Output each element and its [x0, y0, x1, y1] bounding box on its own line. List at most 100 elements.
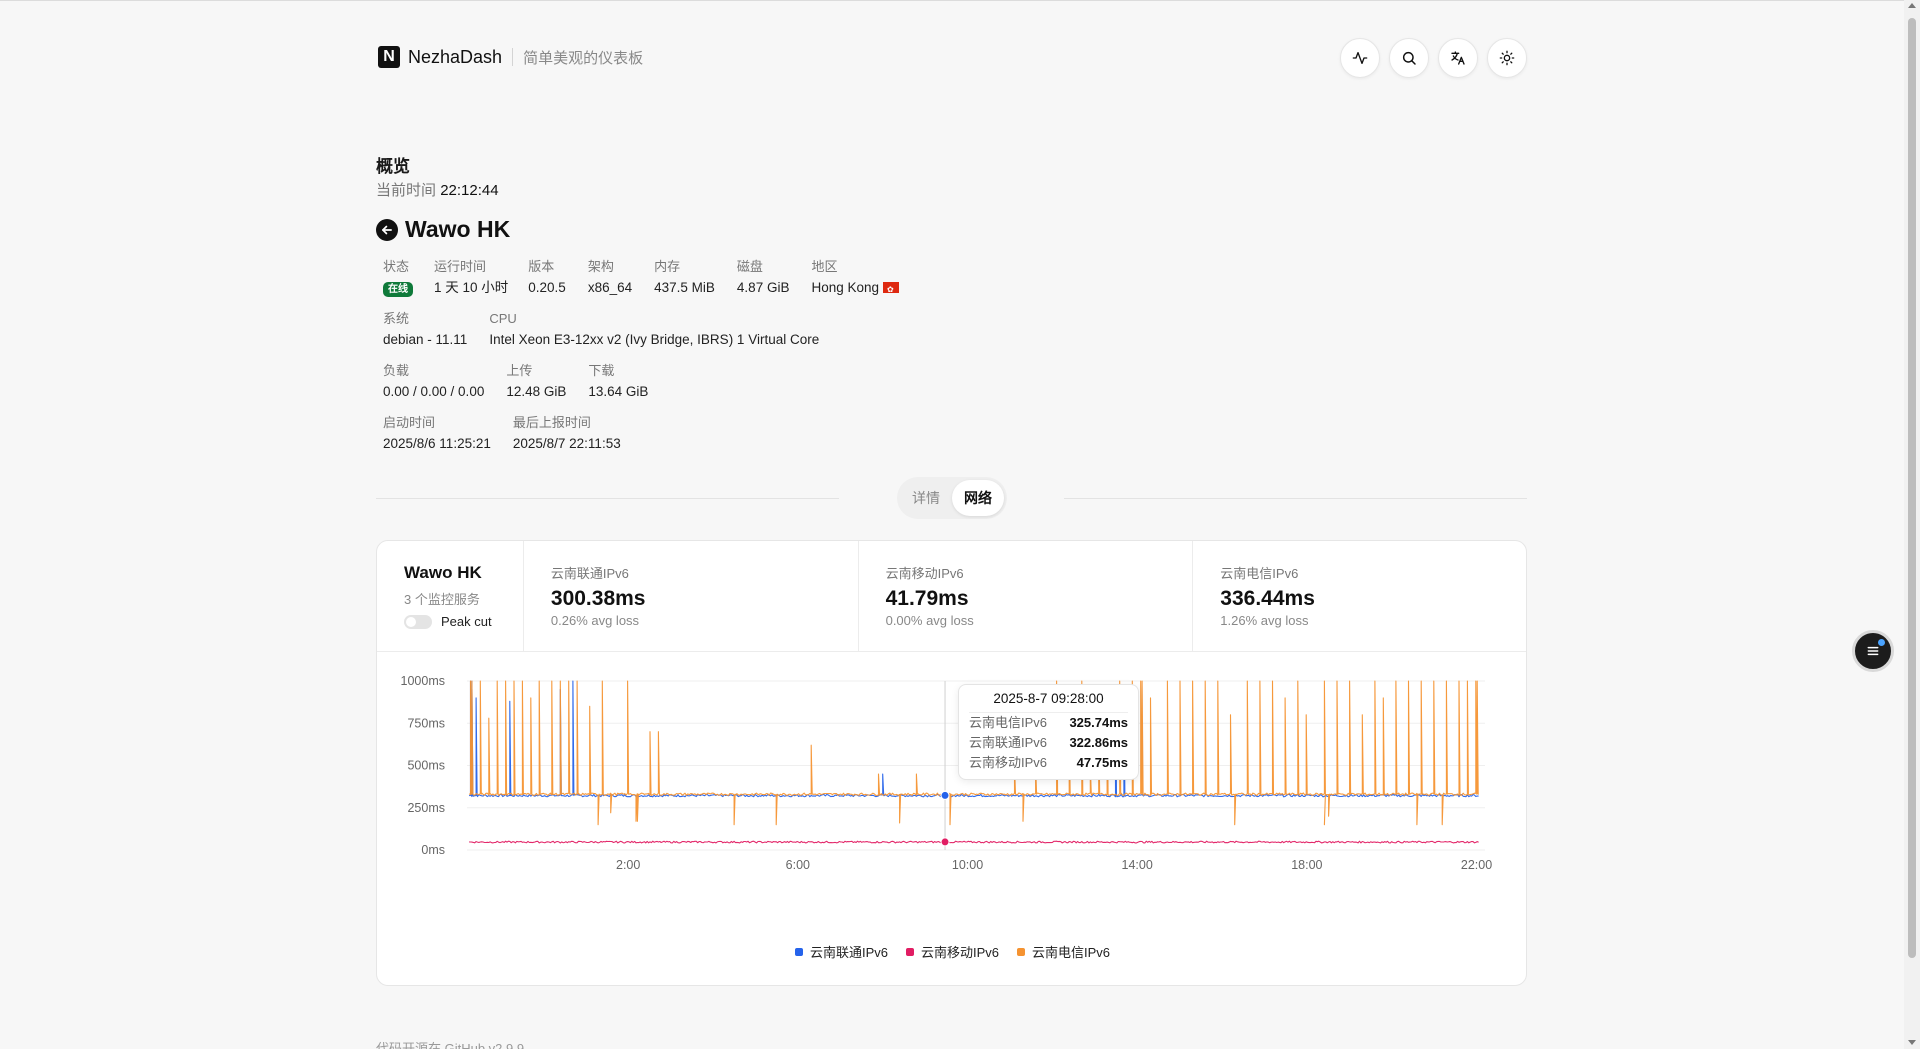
legend-item[interactable]: 云南移动IPv6 — [905, 942, 999, 961]
tooltip-row: 云南电信IPv6 325.74ms — [969, 713, 1128, 733]
header: N NezhaDash 简单美观的仪表板 — [376, 37, 1527, 78]
language-button[interactable] — [1438, 38, 1478, 78]
hover-point — [940, 790, 950, 800]
overview-title: 概览 — [376, 157, 410, 176]
info-row-4: 启动时间 2025/8/6 11:25:21 最后上报时间 2025/8/7 2… — [383, 415, 643, 453]
stat-telecom[interactable]: 云南电信IPv6 336.44ms 1.26% avg loss — [1193, 541, 1526, 652]
stat-loss: 0.00% avg loss — [885, 613, 974, 628]
upload-label: 上传 — [506, 363, 533, 378]
legend-label: 云南移动IPv6 — [920, 945, 999, 960]
info-region: 地区 Hong Kong — [811, 259, 900, 299]
series-line-2 — [468, 680, 1479, 826]
info-os: 系统 debian - 11.11 — [383, 311, 467, 349]
stat-name: 云南联通IPv6 — [550, 566, 629, 581]
upload-value: 12.48 GiB — [506, 384, 567, 399]
card-summary: Wawo HK 3 个监控服务 Peak cut 云南联通IPv6 300.38… — [377, 541, 1526, 652]
chart-tooltip: 2025-8-7 09:28:00 云南电信IPv6 325.74ms 云南联通I… — [958, 684, 1139, 780]
hover-point — [940, 837, 950, 847]
activity-button[interactable] — [1340, 38, 1380, 78]
uptime-label: 运行时间 — [434, 259, 487, 274]
x-tick-label: 2:00 — [616, 858, 640, 872]
notification-dot — [1878, 639, 1885, 646]
theme-button[interactable] — [1487, 38, 1527, 78]
divider-right — [1064, 498, 1527, 499]
last-report-value: 2025/8/7 22:11:53 — [512, 436, 621, 451]
y-tick-label: 500ms — [407, 759, 445, 773]
cpu-label: CPU — [489, 311, 517, 326]
info-load: 负载 0.00 / 0.00 / 0.00 — [383, 363, 484, 401]
footer: 代码开源在 GitHub v2.9.9 — [376, 1041, 525, 1049]
version-label: 版本 — [528, 259, 555, 274]
arch-value: x86_64 — [587, 280, 633, 295]
info-cpu: CPU Intel Xeon E3-12xx v2 (Ivy Bridge, I… — [489, 311, 819, 349]
info-boot-time: 启动时间 2025/8/6 11:25:21 — [383, 415, 491, 453]
brand[interactable]: N NezhaDash 简单美观的仪表板 — [378, 46, 643, 68]
scroll-up-arrow[interactable] — [1908, 3, 1916, 8]
stat-name: 云南电信IPv6 — [1220, 566, 1299, 581]
legend-label: 云南联通IPv6 — [809, 945, 888, 960]
tooltip-title: 2025-8-7 09:28:00 — [969, 691, 1128, 713]
status-badge: 在线 — [383, 282, 413, 297]
back-button[interactable] — [376, 218, 398, 241]
tooltip-series-name: 云南移动IPv6 — [969, 755, 1048, 770]
info-uptime: 运行时间 1 天 10 小时 — [434, 259, 508, 297]
tab-detail[interactable]: 详情 — [912, 490, 940, 506]
stat-name: 云南移动IPv6 — [885, 566, 964, 581]
legend-item[interactable]: 云南联通IPv6 — [794, 942, 888, 961]
scroll-down-arrow[interactable] — [1908, 1040, 1916, 1045]
monitor-count: 3 个监控服务 — [404, 592, 480, 607]
tooltip-series-value: 325.74ms — [1069, 715, 1128, 730]
legend-label: 云南电信IPv6 — [1032, 945, 1111, 960]
current-time-value: 22:12:44 — [440, 182, 499, 199]
info-row-2: 系统 debian - 11.11 CPU Intel Xeon E3-12xx… — [383, 311, 841, 349]
brand-separator — [512, 48, 514, 66]
stat-value: 41.79ms — [885, 587, 969, 610]
tooltip-series-value: 322.86ms — [1069, 735, 1128, 750]
chart-legend: 云南联通IPv6 云南移动IPv6 云南电信IPv6 — [377, 942, 1526, 961]
info-memory: 内存 437.5 MiB — [654, 259, 715, 297]
tooltip-series-value: 47.75ms — [1076, 755, 1128, 770]
translate-icon — [1451, 51, 1465, 65]
info-last-report: 最后上报时间 2025/8/7 22:11:53 — [513, 415, 621, 453]
load-label: 负载 — [383, 363, 410, 378]
info-disk: 磁盘 4.87 GiB — [737, 259, 790, 297]
network-card: Wawo HK 3 个监控服务 Peak cut 云南联通IPv6 300.38… — [376, 540, 1527, 986]
legend-swatch — [794, 947, 803, 956]
last-report-label: 最后上报时间 — [512, 415, 591, 430]
tab-network[interactable]: 网络 — [952, 480, 1004, 516]
legend-item[interactable]: 云南电信IPv6 — [1017, 942, 1110, 961]
disk-label: 磁盘 — [736, 259, 763, 274]
x-tick-label: 18:00 — [1291, 858, 1322, 872]
header-actions — [1340, 38, 1527, 78]
list-icon — [1867, 646, 1879, 656]
legend-swatch — [905, 947, 914, 956]
current-time-label: 当前时间 — [376, 182, 437, 199]
status-label: 状态 — [383, 259, 410, 274]
x-tick-label: 14:00 — [1122, 858, 1153, 872]
region-value: Hong Kong — [811, 280, 880, 295]
stat-mobile[interactable]: 云南移动IPv6 41.79ms 0.00% avg loss — [859, 541, 1194, 652]
hong-kong-flag-icon — [883, 281, 900, 299]
tooltip-series-name: 云南电信IPv6 — [969, 715, 1048, 730]
os-label: 系统 — [383, 311, 410, 326]
info-version: 版本 0.20.5 — [528, 259, 566, 297]
peak-cut-toggle[interactable] — [404, 614, 432, 629]
card-server-info: Wawo HK 3 个监控服务 Peak cut — [377, 541, 524, 652]
server-title: Wawo HK — [376, 216, 510, 243]
stat-value: 300.38ms — [550, 587, 646, 610]
search-button[interactable] — [1389, 38, 1429, 78]
scrollbar-thumb[interactable] — [1908, 18, 1916, 958]
divider-left — [376, 498, 839, 499]
y-tick-label: 250ms — [407, 801, 445, 815]
menu-fab[interactable] — [1852, 630, 1894, 672]
legend-swatch — [1017, 947, 1025, 956]
card-server-name: Wawo HK — [404, 563, 482, 582]
x-tick-label: 10:00 — [952, 858, 983, 872]
info-row-1: 状态 在线 运行时间 1 天 10 小时 版本 0.20.5 架构 x86_64… — [383, 259, 921, 299]
view-tabs: 详情 网络 — [897, 477, 1007, 519]
download-label: 下载 — [588, 363, 615, 378]
y-tick-label: 1000ms — [401, 674, 445, 688]
stat-unicom[interactable]: 云南联通IPv6 300.38ms 0.26% avg loss — [524, 541, 859, 652]
latency-chart[interactable]: 0ms 250ms 500ms 750ms 1000ms 2:00 6:00 10:00 14:… — [377, 652, 1527, 937]
info-row-3: 负载 0.00 / 0.00 / 0.00 上传 12.48 GiB 下载 13… — [383, 363, 670, 401]
